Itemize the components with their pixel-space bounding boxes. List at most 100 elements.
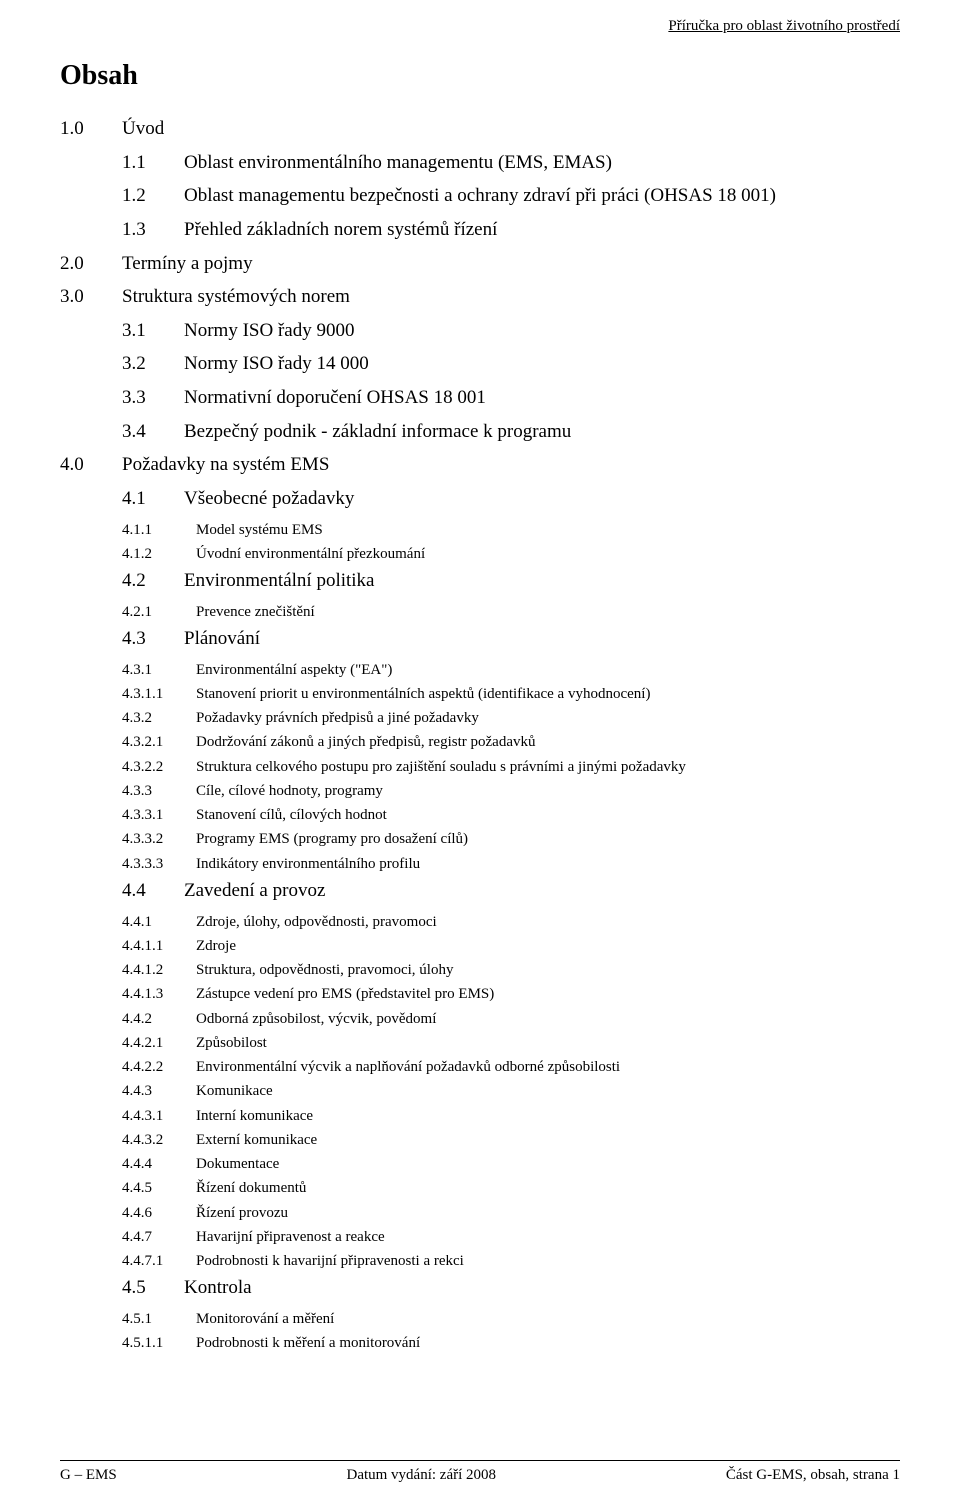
toc-entry: 4.4.2.1Způsobilost (60, 1033, 900, 1053)
toc-number: 4.4 (122, 878, 184, 904)
toc-number: 4.4.1.3 (122, 984, 196, 1004)
indent-spacer (60, 626, 122, 652)
toc-text: Normy ISO řady 9000 (184, 318, 900, 344)
toc-number: 4.4.7 (122, 1227, 196, 1247)
header-right: Příručka pro oblast životního prostředí (668, 18, 900, 35)
footer-left: G – EMS (60, 1467, 117, 1484)
toc-number: 3.3 (122, 385, 184, 411)
indent-spacer (60, 1275, 122, 1301)
toc-text: Normy ISO řady 14 000 (184, 351, 900, 377)
toc-text: Požadavky na systém EMS (122, 452, 900, 478)
footer-right: Část G-EMS, obsah, strana 1 (726, 1467, 900, 1484)
toc-number: 4.4.3 (122, 1081, 196, 1101)
indent-spacer (60, 1251, 122, 1271)
toc-entry: 4.3Plánování (60, 626, 900, 652)
toc-text: Zástupce vedení pro EMS (představitel pr… (196, 984, 900, 1004)
toc-number: 1.3 (122, 217, 184, 243)
indent-spacer (60, 1033, 122, 1053)
indent-spacer (60, 660, 122, 680)
toc-number: 4.3.1 (122, 660, 196, 680)
toc-entry: 4.4.5Řízení dokumentů (60, 1178, 900, 1198)
toc-entry: 4.2.1Prevence znečištění (60, 602, 900, 622)
toc-number: 4.4.1.2 (122, 960, 196, 980)
toc-entry: 4.4.1.3Zástupce vedení pro EMS (představ… (60, 984, 900, 1004)
toc-number: 4.4.1.1 (122, 936, 196, 956)
toc-entry: 4.3.3.3Indikátory environmentálního prof… (60, 854, 900, 874)
toc-text: Interní komunikace (196, 1106, 900, 1126)
toc-entry: 4.4.7Havarijní připravenost a reakce (60, 1227, 900, 1247)
toc-entry: 4.3.3Cíle, cílové hodnoty, programy (60, 781, 900, 801)
toc-number: 4.5.1 (122, 1309, 196, 1329)
indent-spacer (60, 708, 122, 728)
indent-spacer (60, 936, 122, 956)
toc-text: Bezpečný podnik - základní informace k p… (184, 419, 900, 445)
toc-entry: 4.3.1Environmentální aspekty ("EA") (60, 660, 900, 680)
toc-text: Zdroje, úlohy, odpovědnosti, pravomoci (196, 912, 900, 932)
toc-text: Dodržování zákonů a jiných předpisů, reg… (196, 732, 900, 752)
toc-text: Způsobilost (196, 1033, 900, 1053)
toc-text: Environmentální výcvik a naplňování poža… (196, 1057, 900, 1077)
indent-spacer (60, 1057, 122, 1077)
toc-entry: 4.4.3Komunikace (60, 1081, 900, 1101)
indent-spacer (60, 1333, 122, 1353)
toc-text: Monitorování a měření (196, 1309, 900, 1329)
indent-spacer (60, 1203, 122, 1223)
indent-spacer (60, 912, 122, 932)
toc-text: Stanovení priorit u environmentálních as… (196, 684, 900, 704)
toc-number: 4.3.1.1 (122, 684, 196, 704)
toc-text: Stanovení cílů, cílových hodnot (196, 805, 900, 825)
toc-number: 4.4.2.1 (122, 1033, 196, 1053)
toc-entry: 4.4.1.1Zdroje (60, 936, 900, 956)
indent-spacer (60, 829, 122, 849)
toc-entry: 4.5Kontrola (60, 1275, 900, 1301)
table-of-contents: 1.0Úvod1.1Oblast environmentálního manag… (60, 116, 900, 1354)
toc-number: 4.3.2 (122, 708, 196, 728)
toc-number: 4.3 (122, 626, 184, 652)
toc-entry: 4.1.2Úvodní environmentální přezkoumání (60, 544, 900, 564)
toc-entry: 4.4.6Řízení provozu (60, 1203, 900, 1223)
toc-entry: 3.1Normy ISO řady 9000 (60, 318, 900, 344)
toc-text: Havarijní připravenost a reakce (196, 1227, 900, 1247)
toc-text: Indikátory environmentálního profilu (196, 854, 900, 874)
toc-entry: 1.3Přehled základních norem systémů říze… (60, 217, 900, 243)
indent-spacer (60, 1130, 122, 1150)
indent-spacer (60, 1106, 122, 1126)
toc-number: 4.1.2 (122, 544, 196, 564)
indent-spacer (60, 351, 122, 377)
indent-spacer (60, 217, 122, 243)
toc-entry: 2.0Termíny a pojmy (60, 251, 900, 277)
indent-spacer (60, 854, 122, 874)
toc-entry: 1.0Úvod (60, 116, 900, 142)
indent-spacer (60, 984, 122, 1004)
toc-entry: 4.2Environmentální politika (60, 568, 900, 594)
indent-spacer (60, 732, 122, 752)
toc-text: Termíny a pojmy (122, 251, 900, 277)
toc-entry: 4.4.7.1Podrobnosti k havarijní připraven… (60, 1251, 900, 1271)
toc-text: Kontrola (184, 1275, 900, 1301)
toc-entry: 4.3.2Požadavky právních předpisů a jiné … (60, 708, 900, 728)
toc-entry: 4.5.1Monitorování a měření (60, 1309, 900, 1329)
toc-text: Úvod (122, 116, 900, 142)
toc-text: Řízení dokumentů (196, 1178, 900, 1198)
toc-text: Přehled základních norem systémů řízení (184, 217, 900, 243)
indent-spacer (60, 1154, 122, 1174)
toc-entry: 4.3.2.2Struktura celkového postupu pro z… (60, 757, 900, 777)
toc-text: Zdroje (196, 936, 900, 956)
toc-number: 4.2 (122, 568, 184, 594)
toc-number: 4.4.2.2 (122, 1057, 196, 1077)
toc-entry: 4.4.3.2Externí komunikace (60, 1130, 900, 1150)
footer-center: Datum vydání: září 2008 (346, 1467, 496, 1484)
indent-spacer (60, 1009, 122, 1029)
toc-text: Požadavky právních předpisů a jiné požad… (196, 708, 900, 728)
indent-spacer (60, 544, 122, 564)
toc-entry: 3.3Normativní doporučení OHSAS 18 001 (60, 385, 900, 411)
toc-text: Podrobnosti k měření a monitorování (196, 1333, 900, 1353)
toc-entry: 4.3.1.1Stanovení priorit u environmentál… (60, 684, 900, 704)
indent-spacer (60, 1227, 122, 1247)
toc-text: Oblast environmentálního managementu (EM… (184, 150, 900, 176)
toc-number: 4.1 (122, 486, 184, 512)
toc-number: 4.3.3 (122, 781, 196, 801)
indent-spacer (60, 805, 122, 825)
toc-number: 4.4.2 (122, 1009, 196, 1029)
toc-text: Dokumentace (196, 1154, 900, 1174)
